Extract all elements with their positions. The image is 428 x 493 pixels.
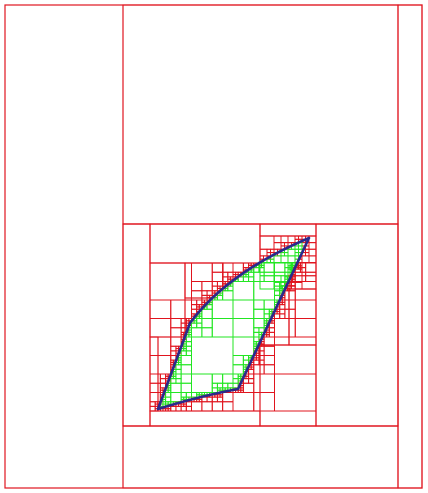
inside-cell [258, 334, 263, 338]
inside-cell [287, 268, 292, 273]
boundary-cell [274, 373, 317, 412]
inside-cell [291, 262, 296, 267]
boundary-cell [301, 275, 317, 290]
shape-outline [156, 236, 311, 411]
inside-cell [284, 278, 288, 282]
inside-cell [237, 378, 242, 382]
inside-cell-grid [159, 242, 303, 407]
